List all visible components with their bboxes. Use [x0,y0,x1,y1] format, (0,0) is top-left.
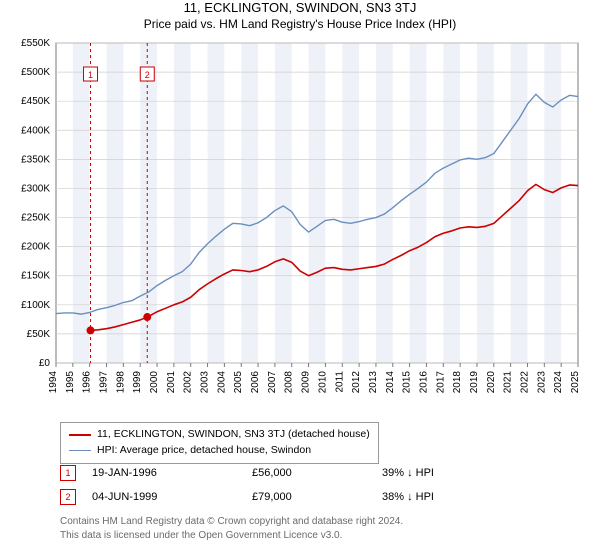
svg-text:2008: 2008 [284,371,295,394]
footer-line-2: This data is licensed under the Open Gov… [60,529,403,543]
sale-badge: 2 [60,489,76,505]
sale-price: £79,000 [252,491,382,503]
svg-text:1999: 1999 [132,371,143,394]
svg-text:£50K: £50K [27,329,51,340]
svg-text:2015: 2015 [402,371,413,394]
sales-table: 1 19-JAN-1996£56,00039% ↓ HPI 2 04-JUN-1999… [60,465,502,513]
svg-text:2024: 2024 [553,371,564,394]
svg-text:2: 2 [145,70,150,80]
svg-text:2010: 2010 [317,371,328,394]
svg-text:2004: 2004 [216,371,227,394]
svg-text:2013: 2013 [368,371,379,394]
svg-text:£100K: £100K [21,300,50,311]
svg-text:2014: 2014 [385,371,396,394]
svg-text:2020: 2020 [486,371,497,394]
svg-text:2021: 2021 [503,371,514,394]
svg-text:2001: 2001 [166,371,177,394]
footer-line-1: Contains HM Land Registry data © Crown c… [60,515,403,529]
chart-svg: £0 £50K £100K £150K £200K £250K £300K £350K £400… [0,37,600,417]
svg-text:2000: 2000 [149,371,160,394]
chart-subtitle: Price paid vs. HM Land Registry's House … [0,17,600,31]
svg-text:1995: 1995 [65,371,76,394]
svg-text:2023: 2023 [536,371,547,394]
legend-swatch [69,434,91,436]
sale-price: £56,000 [252,467,382,479]
svg-text:£550K: £550K [21,38,50,49]
legend-label: HPI: Average price, detached house, Swin… [97,443,311,459]
svg-text:2016: 2016 [418,371,429,394]
sale-date: 04-JUN-1999 [92,491,252,503]
svg-text:£150K: £150K [21,271,50,282]
svg-text:2005: 2005 [233,371,244,394]
svg-text:£200K: £200K [21,242,50,253]
svg-text:2025: 2025 [570,371,581,394]
svg-text:£250K: £250K [21,213,50,224]
sale-row: 2 04-JUN-1999£79,00038% ↓ HPI [60,489,502,505]
svg-text:2007: 2007 [267,371,278,394]
svg-text:2012: 2012 [351,371,362,394]
legend-label: 11, ECKLINGTON, SWINDON, SN3 3TJ (detach… [97,427,370,443]
svg-text:2003: 2003 [200,371,211,394]
svg-text:£500K: £500K [21,67,50,78]
svg-text:1998: 1998 [115,371,126,394]
svg-text:£450K: £450K [21,96,50,107]
sale-badge: 1 [60,465,76,481]
svg-text:1: 1 [88,70,93,80]
sale-hpi-delta: 39% ↓ HPI [382,467,502,479]
svg-text:2009: 2009 [301,371,312,394]
svg-text:£0: £0 [39,358,51,369]
svg-text:2002: 2002 [183,371,194,394]
footer-note: Contains HM Land Registry data © Crown c… [60,515,403,542]
legend-row-hpi: HPI: Average price, detached house, Swin… [69,443,370,459]
svg-text:2017: 2017 [435,371,446,394]
svg-text:2022: 2022 [519,371,530,394]
svg-text:2018: 2018 [452,371,463,394]
legend: 11, ECKLINGTON, SWINDON, SN3 3TJ (detach… [60,422,379,464]
sale-row: 1 19-JAN-1996£56,00039% ↓ HPI [60,465,502,481]
svg-text:1996: 1996 [82,371,93,394]
svg-text:£400K: £400K [21,125,50,136]
svg-text:2019: 2019 [469,371,480,394]
svg-text:1997: 1997 [99,371,110,394]
svg-text:2011: 2011 [334,371,345,393]
chart-area: £0 £50K £100K £150K £200K £250K £300K £350K £400… [0,37,600,417]
sale-hpi-delta: 38% ↓ HPI [382,491,502,503]
legend-swatch [69,450,91,451]
legend-row-price_paid: 11, ECKLINGTON, SWINDON, SN3 3TJ (detach… [69,427,370,443]
svg-text:1994: 1994 [48,371,59,394]
svg-text:2006: 2006 [250,371,261,394]
chart-title: 11, ECKLINGTON, SWINDON, SN3 3TJ [0,0,600,15]
svg-text:£350K: £350K [21,154,50,165]
svg-text:£300K: £300K [21,183,50,194]
sale-date: 19-JAN-1996 [92,467,252,479]
